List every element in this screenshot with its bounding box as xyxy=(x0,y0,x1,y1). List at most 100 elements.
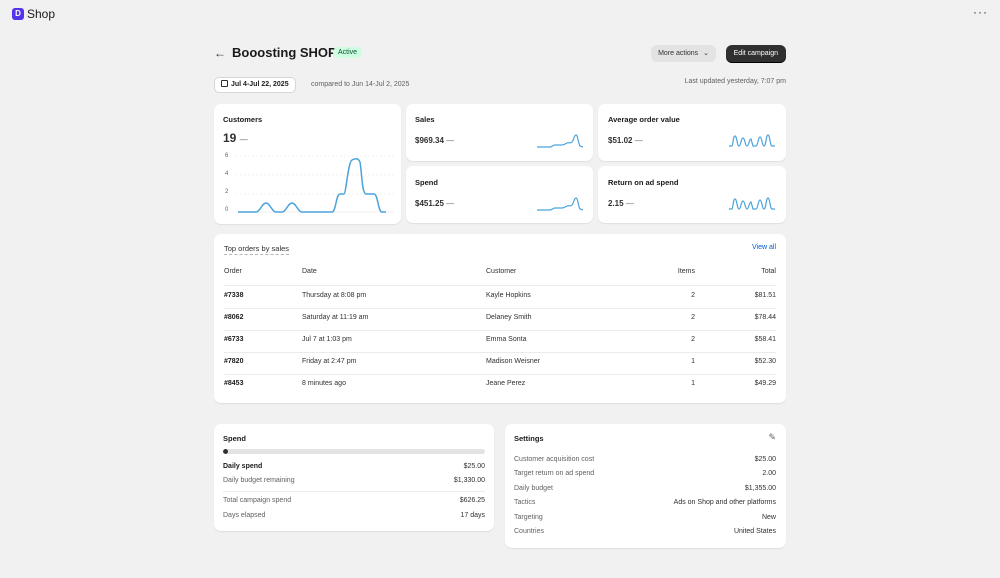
budget-progress-fill xyxy=(223,449,229,454)
days-elapsed-label: Days elapsed xyxy=(223,512,266,519)
order-customer: Madison Weisner xyxy=(486,358,540,365)
customers-line-chart xyxy=(236,155,394,213)
view-all-link[interactable]: View all xyxy=(752,244,776,251)
top-orders-title: Top orders by sales xyxy=(224,244,290,255)
col-header-order: Order xyxy=(224,268,242,275)
col-header-date: Date xyxy=(302,268,317,275)
spend-panel-title: Spend xyxy=(223,434,246,443)
spend-title: Spend xyxy=(415,178,438,187)
remaining-label: Daily budget remaining xyxy=(223,477,295,484)
col-header-customer: Customer xyxy=(486,268,517,275)
setting-label: Targeting xyxy=(514,514,543,521)
spend-panel: Spend Daily spend $25.00 Daily budget re… xyxy=(214,424,494,531)
divider xyxy=(224,308,776,309)
setting-value: 2.00 xyxy=(762,470,776,477)
edit-campaign-button[interactable]: Edit campaign xyxy=(725,45,786,62)
y-tick-label: 0 xyxy=(225,207,229,213)
top-bar: D Shop ··· xyxy=(0,0,1000,30)
order-total: $52.30 xyxy=(754,358,776,365)
order-customer: Emma Sonta xyxy=(486,336,527,343)
order-items: 1 xyxy=(691,358,695,365)
budget-progress-bar xyxy=(223,449,485,454)
back-arrow-icon[interactable]: ← xyxy=(214,46,226,60)
total-spend-value: $626.25 xyxy=(459,497,485,504)
setting-value: United States xyxy=(733,528,776,535)
setting-label: Target return on ad spend xyxy=(514,470,595,477)
setting-value: $1,355.00 xyxy=(744,485,776,492)
total-spend-label: Total campaign spend xyxy=(223,497,292,504)
spend-card: Spend $451.25 — xyxy=(406,166,593,223)
order-id[interactable]: #8062 xyxy=(224,314,244,321)
daily-spend-value: $25.00 xyxy=(463,463,485,470)
divider xyxy=(224,285,776,286)
order-items: 1 xyxy=(691,380,695,387)
sales-value: $969.34 — xyxy=(415,136,455,145)
order-customer: Kayle Hopkins xyxy=(486,292,531,299)
order-date: Saturday at 11:19 am xyxy=(302,314,369,321)
roas-card: Return on ad spend 2.15 — xyxy=(598,166,786,223)
setting-value: New xyxy=(761,514,776,521)
date-range-label: Jul 4-Jul 22, 2025 xyxy=(231,81,289,88)
customers-title: Customers xyxy=(223,115,263,124)
spend-sparkline xyxy=(537,197,584,211)
roas-value: 2.15 — xyxy=(608,199,634,208)
setting-value: $25.00 xyxy=(754,456,776,463)
order-customer: Delaney Smith xyxy=(486,314,532,321)
order-date: Thursday at 8:08 pm xyxy=(302,292,367,299)
more-actions-label: More actions xyxy=(658,50,699,57)
order-items: 2 xyxy=(691,336,695,343)
y-tick-label: 4 xyxy=(225,171,229,177)
comparison-range: compared to Jun 14-Jul 2, 2025 xyxy=(311,81,410,88)
aov-title: Average order value xyxy=(608,115,680,124)
order-total: $58.41 xyxy=(754,336,776,343)
divider xyxy=(224,374,776,375)
order-total: $78.44 xyxy=(754,314,776,321)
date-row: Jul 4-Jul 22, 2025 compared to Jun 14-Ju… xyxy=(214,77,786,93)
sales-sparkline xyxy=(537,134,584,148)
setting-label: Daily budget xyxy=(514,485,553,492)
daily-spend-label: Daily spend xyxy=(223,463,263,470)
page-title: Booosting SHOP xyxy=(232,45,337,60)
order-total: $81.51 xyxy=(754,292,776,299)
order-items: 2 xyxy=(691,292,695,299)
calendar-icon xyxy=(221,80,228,87)
order-id[interactable]: #7820 xyxy=(224,358,244,365)
y-tick-label: 6 xyxy=(225,153,229,159)
order-items: 2 xyxy=(691,314,695,321)
divider xyxy=(224,352,776,353)
aov-card: Average order value $51.02 — xyxy=(598,104,786,161)
order-id[interactable]: #8453 xyxy=(224,380,244,387)
chevron-down-icon: ⌄ xyxy=(703,50,709,57)
order-date: Jul 7 at 1:03 pm xyxy=(302,336,352,343)
divider xyxy=(224,330,776,331)
settings-panel: Settings ✎ Customer acquisition cost $25… xyxy=(505,424,786,548)
aov-value: $51.02 — xyxy=(608,136,643,145)
order-customer: Jeane Perez xyxy=(486,380,526,387)
setting-label: Customer acquisition cost xyxy=(514,456,595,463)
order-id[interactable]: #6733 xyxy=(224,336,244,343)
y-tick-label: 2 xyxy=(225,189,229,195)
more-actions-button[interactable]: More actions ⌄ xyxy=(651,45,716,62)
days-elapsed-value: 17 days xyxy=(460,512,485,519)
setting-value: Ads on Shop and other platforms xyxy=(673,499,776,506)
spend-value: $451.25 — xyxy=(415,199,455,208)
customers-value: 19 — xyxy=(223,131,248,145)
roas-sparkline xyxy=(729,197,775,210)
more-menu-icon[interactable]: ··· xyxy=(973,5,988,19)
col-header-total: Total xyxy=(761,268,776,275)
edit-pencil-icon[interactable]: ✎ xyxy=(768,432,776,442)
customers-card: Customers 19 — 6 4 2 0 xyxy=(214,104,401,224)
setting-label: Countries xyxy=(514,528,544,535)
last-updated: Last updated yesterday, 7:07 pm xyxy=(684,78,786,85)
remaining-value: $1,330.00 xyxy=(453,477,485,484)
top-orders-card: Top orders by sales View all Order Date … xyxy=(214,234,786,403)
settings-title: Settings xyxy=(514,434,544,443)
order-id[interactable]: #7338 xyxy=(224,292,244,299)
order-date: 8 minutes ago xyxy=(302,380,346,387)
setting-label: Tactics xyxy=(514,499,536,506)
order-date: Friday at 2:47 pm xyxy=(302,358,357,365)
col-header-items: Items xyxy=(677,268,695,275)
date-range-picker[interactable]: Jul 4-Jul 22, 2025 xyxy=(214,77,296,93)
divider xyxy=(223,491,485,492)
shop-logo-icon[interactable]: D xyxy=(12,8,24,20)
